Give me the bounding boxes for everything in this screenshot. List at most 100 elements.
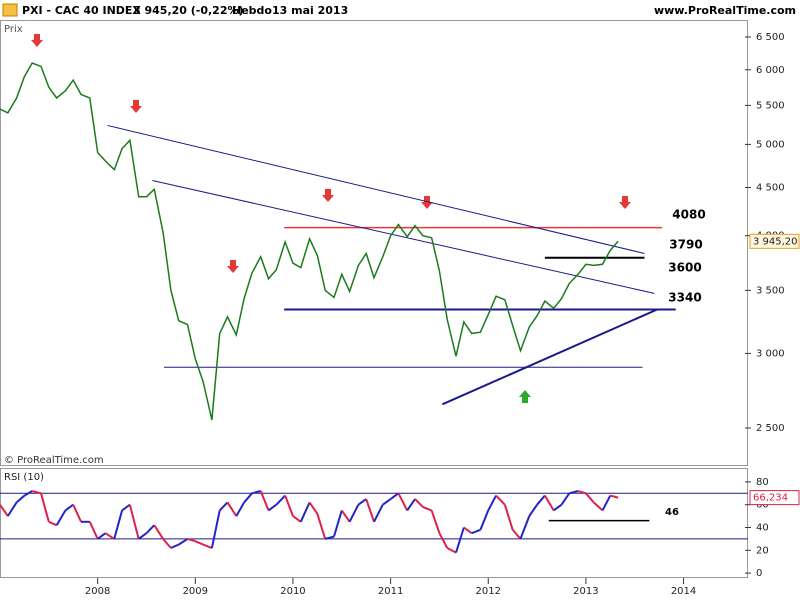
panel-title: Prix [4, 24, 23, 35]
rsi-segment [340, 509, 351, 523]
y-tick-label: 5 000 [756, 139, 785, 150]
y-tick-label: 4 500 [756, 182, 785, 193]
price-panel [0, 20, 748, 466]
rsi-segment [178, 538, 189, 546]
rsi-segment [48, 520, 58, 527]
rsi-segment [382, 498, 392, 506]
rsi-segment [299, 502, 311, 523]
x-tick-label: 2012 [476, 586, 501, 597]
y-tick-label: 3 000 [756, 348, 785, 359]
rsi-segment [170, 543, 180, 549]
rsi-segment [128, 504, 140, 540]
rsi-segment [292, 515, 302, 523]
last-value-label: 66,234 [753, 493, 788, 504]
rsi-segment [243, 492, 253, 504]
annotation: 4080 [672, 208, 705, 222]
rsi-segment [430, 510, 441, 534]
credit: © ProRealTime.com [4, 455, 104, 466]
rsi-segment [218, 501, 229, 512]
rsi-segment [479, 510, 490, 531]
rsi-segment [577, 490, 587, 495]
rsi-segment [406, 498, 416, 511]
sell-arrow [31, 34, 43, 47]
site: www.ProRealTime.com [654, 4, 796, 17]
rsi-segment [64, 503, 74, 512]
rsi-segment [348, 504, 360, 523]
signal-arrows [31, 34, 631, 273]
rsi-segment [397, 492, 409, 511]
rsi-segment [463, 526, 473, 535]
rsi-segment [414, 498, 424, 508]
y-tick-label: 5 500 [756, 100, 785, 111]
rsi-segment [495, 494, 506, 506]
rsi-segment [202, 543, 213, 549]
annotation: 3790 [669, 238, 702, 252]
quote: 3 945,20 (-0,22%) [133, 4, 244, 17]
buy-arrow [519, 390, 531, 403]
x-tick-label: 2009 [183, 586, 208, 597]
y-tick-label: 80 [756, 477, 769, 488]
rsi-segment [194, 540, 204, 546]
rsi-segment [422, 506, 432, 512]
rsi-segment [251, 490, 261, 495]
rsi-segment [138, 532, 148, 540]
rsi-segment [226, 501, 238, 517]
sell-arrow [130, 100, 142, 113]
x-tick-label: 2014 [671, 586, 696, 597]
rsi-segment [284, 495, 294, 517]
rsi-segment [121, 503, 131, 512]
rsi-segment [593, 501, 604, 512]
trend-line [107, 124, 645, 254]
rsi-segment [544, 495, 555, 511]
rsi-segment [390, 492, 400, 500]
rsi-segment [553, 503, 563, 512]
x-tick-label: 2011 [378, 586, 403, 597]
last-value-box [749, 233, 800, 249]
y-tick-label: 40 [756, 523, 769, 534]
rsi-segment [560, 492, 571, 506]
sell-arrow [619, 196, 631, 209]
rsi-segment [31, 490, 42, 495]
y-tick-label: 6 000 [756, 65, 785, 76]
sell-arrow [227, 260, 239, 273]
rsi-segment [6, 501, 18, 517]
rsi-segment [72, 504, 82, 523]
rsi-segment [365, 498, 375, 523]
rsi-segment [519, 515, 531, 540]
rsi-segment [23, 490, 33, 497]
last-value-box [749, 490, 800, 506]
annotation: 3600 [668, 261, 701, 275]
y-tick-label: 20 [756, 545, 769, 556]
rsi-panel [0, 468, 748, 578]
rsi-segment [210, 510, 221, 549]
symbol-icon [2, 3, 18, 17]
rsi-segment [308, 501, 319, 515]
rsi-segment [438, 532, 449, 549]
rsi-segment [601, 495, 612, 511]
rsi-segment [275, 494, 286, 506]
rsi-segment [259, 490, 270, 511]
rsi-segment [511, 529, 522, 540]
rsi-segment [324, 535, 335, 540]
panel-title: RSI (10) [4, 472, 44, 483]
rsi-segment [569, 490, 579, 495]
sell-arrow [322, 189, 334, 202]
period: Hebdo [232, 4, 272, 17]
annotation: 3340 [668, 291, 701, 305]
rsi-segment [536, 494, 546, 506]
rsi-segment [528, 504, 538, 517]
rsi-segment [503, 504, 514, 531]
last-value-label: 3 945,20 [753, 236, 798, 247]
y-tick-label: 6 500 [756, 32, 785, 43]
rsi-segment [373, 504, 384, 523]
rsi-segment [0, 504, 9, 517]
y-tick-label: 60 [756, 500, 769, 511]
rsi-segment [235, 501, 245, 517]
rsi-segment [455, 527, 465, 553]
trend-line [152, 179, 655, 294]
rsi-segment [333, 510, 343, 537]
rsi-segment [88, 521, 99, 540]
annotation: 46 [665, 507, 679, 518]
rsi-segment [487, 495, 497, 511]
